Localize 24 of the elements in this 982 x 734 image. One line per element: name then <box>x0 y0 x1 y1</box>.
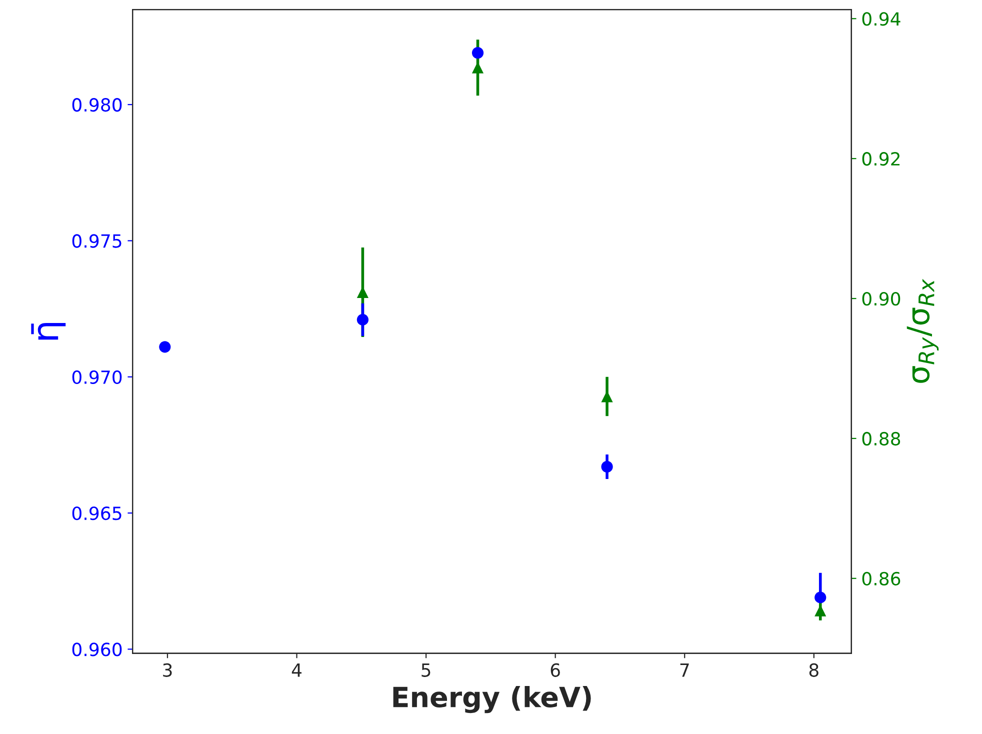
y2-tick-label: 0.94 <box>862 12 900 26</box>
y-tick-label: 0.970 <box>72 370 122 384</box>
y2-tick-label: 0.86 <box>862 572 900 586</box>
y-axis-title: η̄ <box>31 323 66 340</box>
y2-tick-label: 0.90 <box>862 292 900 306</box>
y-tick-label: 0.965 <box>72 506 122 520</box>
y2-tick-label: 0.88 <box>862 432 900 446</box>
x-tick-label: 8 <box>809 663 818 677</box>
x-tick-label: 4 <box>292 664 302 677</box>
y-tick-label: 0.980 <box>72 98 122 112</box>
y2-axis-title: σ$_{Ry}$/σ$_{Rx}$ <box>906 278 939 383</box>
x-axis-title: Energy (keV) <box>393 686 591 714</box>
y2-tick-label: 0.92 <box>862 152 900 166</box>
y-tick-label: 0.975 <box>72 234 122 248</box>
x-tick-label: 5 <box>422 664 430 677</box>
y-tick-label: 0.960 <box>72 642 122 656</box>
point <box>601 460 613 473</box>
point <box>814 592 826 604</box>
x-tick-label: 7 <box>680 664 689 677</box>
x-tick-label: 6 <box>550 663 560 677</box>
point <box>159 341 171 353</box>
point <box>356 314 369 326</box>
point <box>472 47 484 59</box>
x-tick-label: 3 <box>163 663 172 677</box>
